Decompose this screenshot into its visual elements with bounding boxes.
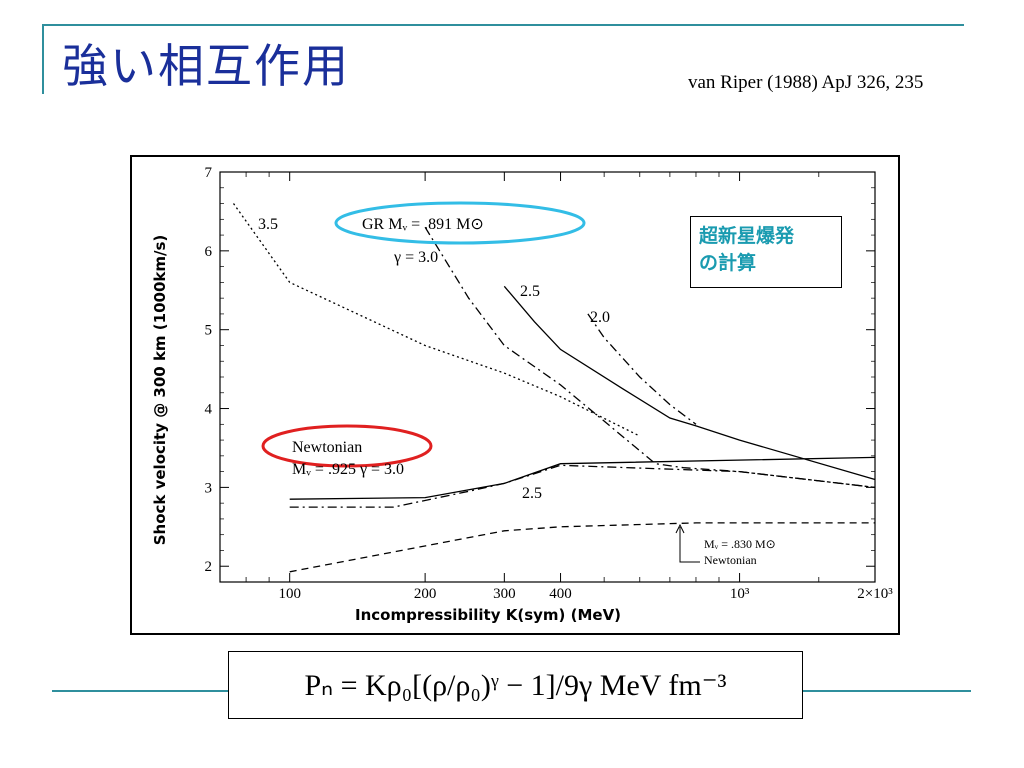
series-line-2 (503, 285, 876, 481)
y-tick-label: 6 (205, 244, 213, 260)
bottom-accent-line-left (52, 690, 228, 692)
label-newtonian: Newtonian (292, 439, 362, 456)
label-newtonian-mass: Mᵥ = .925 γ = 3.0 (292, 461, 404, 478)
y-tick-label: 4 (205, 402, 213, 418)
y-axis-label: Shock velocity @ 300 km (1000km/s) (151, 234, 169, 546)
left-accent-line (42, 24, 44, 94)
formula-text: Pₙ = Kρ₀[(ρ/ρ₀)ᵞ − 1]/9γ MeV fm⁻³ (304, 668, 727, 702)
series-line-3 (587, 313, 697, 425)
y-tick-label: 7 (205, 165, 213, 181)
newtonian-highlight-ellipse (261, 424, 433, 468)
x-tick-label: 400 (549, 586, 572, 602)
arrow-marker (675, 523, 700, 563)
supernova-calculation-note: 超新星爆発 の計算 (690, 216, 842, 288)
series-line-0 (232, 203, 641, 437)
label-newtonian-830: Newtonian (704, 553, 757, 567)
x-tick-label: 2×10³ (857, 586, 893, 602)
y-tick-label: 3 (205, 480, 213, 496)
label-2-5-gr: 2.5 (520, 283, 540, 300)
gr-highlight-ellipse (334, 201, 586, 245)
x-axis-label: Incompressibility K(sym) (MeV) (355, 606, 622, 624)
x-tick-label: 10³ (730, 586, 750, 602)
y-tick-label: 2 (205, 559, 213, 575)
label-gr-mass: GR Mᵥ = .891 M⊙ (362, 216, 484, 233)
label-mass-830: Mᵥ = .830 M⊙ (704, 537, 776, 551)
note-line-1: 超新星爆発 (699, 225, 795, 247)
top-accent-line (42, 24, 964, 26)
slide-title: 強い相互作用 (62, 39, 350, 93)
x-tick-label: 300 (493, 586, 516, 602)
label-2-5-newtonian: 2.5 (522, 485, 542, 502)
note-line-2: の計算 (699, 252, 757, 274)
series-line-5 (289, 464, 876, 508)
x-tick-label: 100 (278, 586, 301, 602)
label-gamma-3-gr: γ = 3.0 (393, 249, 438, 266)
x-tick-label: 200 (414, 586, 437, 602)
series-line-6 (289, 522, 875, 573)
pressure-formula: Pₙ = Kρ₀[(ρ/ρ₀)ᵞ − 1]/9γ MeV fm⁻³ (228, 651, 803, 719)
series-line-1 (424, 226, 876, 489)
label-2-0-gr: 2.0 (590, 309, 610, 326)
bottom-accent-line-right (803, 690, 971, 692)
citation: van Riper (1988) ApJ 326, 235 (688, 72, 924, 93)
y-tick-label: 5 (205, 323, 213, 339)
label-3-5: 3.5 (258, 216, 278, 233)
